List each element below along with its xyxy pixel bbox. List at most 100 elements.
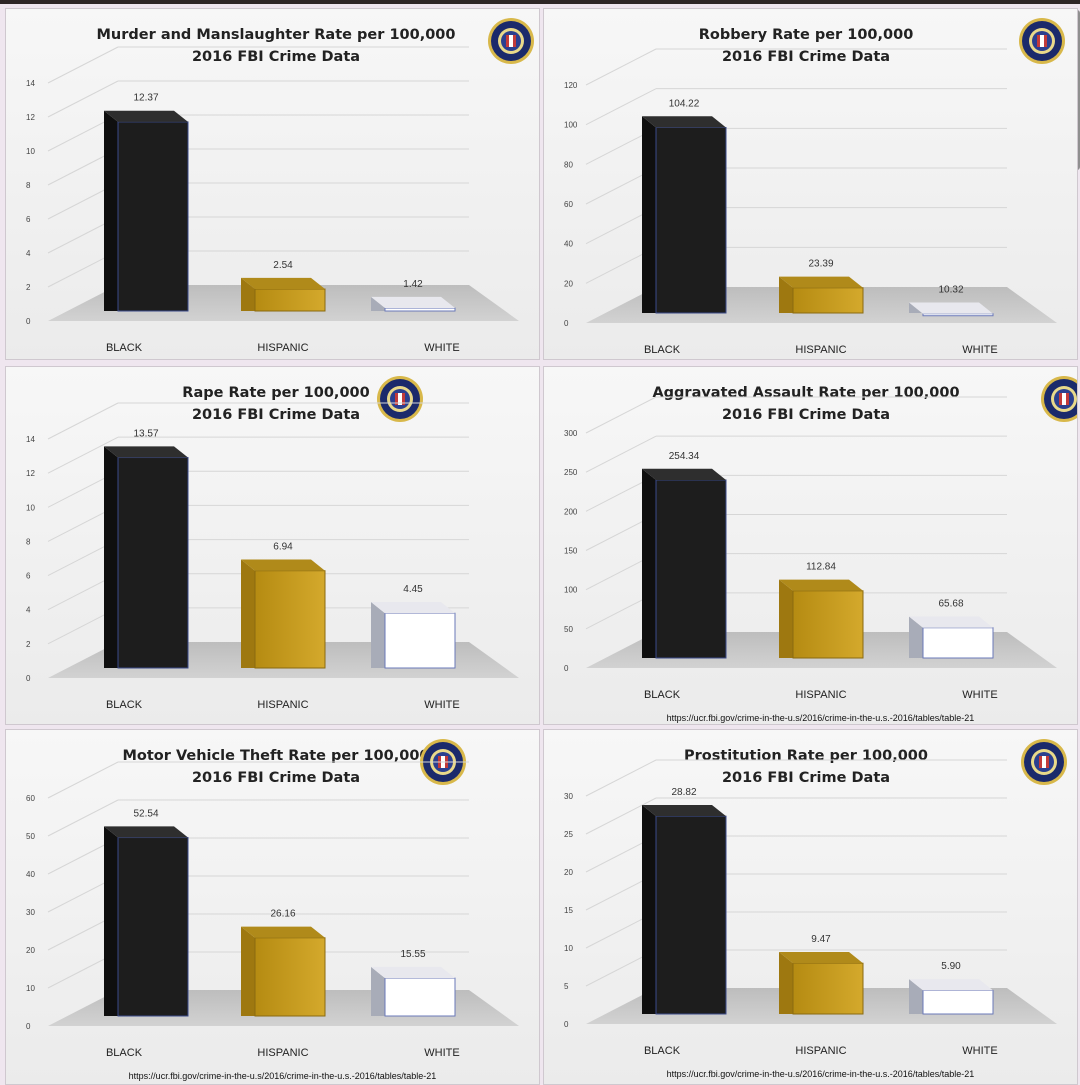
x-tick-label: BLACK bbox=[106, 1047, 143, 1059]
chart-panel: Prostitution Rate per 100,000 2016 FBI Cr… bbox=[543, 729, 1078, 1085]
x-tick-label: BLACK bbox=[106, 699, 143, 711]
x-tick-label: WHITE bbox=[424, 699, 459, 711]
x-tick-label: WHITE bbox=[962, 344, 997, 356]
data-label: 5.90 bbox=[941, 961, 961, 972]
grid-line bbox=[585, 797, 657, 835]
x-tick-label: WHITE bbox=[424, 1047, 459, 1059]
y-tick-label: 50 bbox=[26, 832, 35, 841]
data-label: 26.16 bbox=[270, 909, 295, 920]
grid-line bbox=[47, 436, 119, 474]
y-tick-label: 50 bbox=[564, 625, 573, 634]
chart-title: Murder and Manslaughter Rate per 100,000 bbox=[97, 27, 456, 43]
chart-panel: Robbery Rate per 100,000 2016 FBI Crime D… bbox=[543, 8, 1078, 360]
data-label: 23.39 bbox=[808, 259, 833, 270]
bar bbox=[909, 616, 994, 659]
chart-subtitle: 2016 FBI Crime Data bbox=[192, 770, 360, 786]
y-tick-label: 120 bbox=[564, 81, 578, 90]
y-tick-label: 30 bbox=[26, 908, 35, 917]
y-tick-label: 6 bbox=[26, 572, 31, 581]
chart-subtitle: 2016 FBI Crime Data bbox=[192, 407, 360, 423]
x-tick-label: BLACK bbox=[106, 342, 143, 354]
bar bbox=[371, 966, 456, 1017]
y-tick-label: 0 bbox=[564, 1020, 569, 1029]
chart-subtitle: 2016 FBI Crime Data bbox=[722, 407, 890, 423]
grid-line bbox=[585, 759, 657, 797]
bar bbox=[241, 926, 326, 1017]
y-tick-label: 12 bbox=[26, 113, 35, 122]
y-tick-label: 10 bbox=[26, 503, 35, 512]
y-tick-label: 4 bbox=[26, 249, 31, 258]
chart-subtitle: 2016 FBI Crime Data bbox=[192, 49, 360, 65]
fbi-seal-icon bbox=[1021, 739, 1067, 785]
y-tick-label: 40 bbox=[26, 870, 35, 879]
y-tick-label: 150 bbox=[564, 547, 578, 556]
chart-title: Rape Rate per 100,000 bbox=[182, 385, 369, 401]
grid-line bbox=[585, 435, 657, 473]
x-tick-label: BLACK bbox=[644, 689, 681, 701]
bar bbox=[241, 277, 326, 312]
y-tick-label: 40 bbox=[564, 240, 573, 249]
bar bbox=[642, 468, 727, 659]
x-tick-label: WHITE bbox=[962, 1045, 997, 1057]
chart-svg: Prostitution Rate per 100,000 2016 FBI Cr… bbox=[564, 739, 1067, 1079]
bar bbox=[909, 302, 994, 317]
y-tick-label: 10 bbox=[26, 984, 35, 993]
chart-title: Aggravated Assault Rate per 100,000 bbox=[652, 385, 959, 401]
fbi-seal-icon bbox=[488, 18, 534, 64]
bar bbox=[104, 826, 189, 1017]
source-url: https://ucr.fbi.gov/crime-in-the-u.s/201… bbox=[667, 1069, 975, 1079]
chart-title: Prostitution Rate per 100,000 bbox=[684, 748, 928, 764]
y-tick-label: 200 bbox=[564, 507, 578, 516]
bar bbox=[371, 602, 456, 669]
y-tick-label: 6 bbox=[26, 215, 31, 224]
chart-title: Motor Vehicle Theft Rate per 100,000 bbox=[122, 748, 429, 764]
data-label: 65.68 bbox=[938, 599, 963, 610]
y-tick-label: 300 bbox=[564, 429, 578, 438]
data-label: 254.34 bbox=[669, 451, 700, 462]
y-tick-label: 30 bbox=[564, 792, 573, 801]
y-tick-label: 60 bbox=[26, 794, 35, 803]
grid-line bbox=[47, 799, 119, 837]
y-tick-label: 100 bbox=[564, 586, 578, 595]
bar bbox=[104, 446, 189, 669]
chart-panel: Murder and Manslaughter Rate per 100,000… bbox=[5, 8, 540, 360]
y-tick-label: 250 bbox=[564, 468, 578, 477]
y-tick-label: 100 bbox=[564, 121, 578, 130]
bar bbox=[642, 116, 727, 314]
y-tick-label: 10 bbox=[564, 944, 573, 953]
x-tick-label: HISPANIC bbox=[257, 699, 308, 711]
chart-panel: Rape Rate per 100,000 2016 FBI Crime Data… bbox=[5, 366, 540, 725]
source-url: https://ucr.fbi.gov/crime-in-the-u.s/201… bbox=[667, 713, 975, 723]
data-label: 15.55 bbox=[400, 949, 425, 960]
bar bbox=[779, 952, 864, 1015]
top-bar bbox=[0, 0, 1080, 4]
y-tick-label: 14 bbox=[26, 79, 35, 88]
grid-line bbox=[47, 402, 119, 440]
y-tick-label: 12 bbox=[26, 469, 35, 478]
data-label: 104.22 bbox=[669, 98, 700, 109]
y-tick-label: 20 bbox=[564, 868, 573, 877]
data-label: 13.57 bbox=[133, 428, 158, 439]
chart-svg: Aggravated Assault Rate per 100,000 2016 … bbox=[564, 376, 1077, 723]
bar bbox=[779, 579, 864, 659]
bar bbox=[779, 276, 864, 314]
x-tick-label: BLACK bbox=[644, 1045, 681, 1057]
x-tick-label: WHITE bbox=[424, 342, 459, 354]
y-tick-label: 2 bbox=[26, 640, 31, 649]
bar bbox=[909, 979, 994, 1015]
grid-line bbox=[47, 80, 119, 118]
data-label: 6.94 bbox=[273, 542, 293, 553]
y-tick-label: 20 bbox=[26, 946, 35, 955]
y-tick-label: 0 bbox=[26, 1022, 31, 1031]
y-tick-label: 2 bbox=[26, 283, 31, 292]
bar bbox=[104, 110, 189, 312]
y-tick-label: 10 bbox=[26, 147, 35, 156]
y-tick-label: 0 bbox=[564, 319, 569, 328]
data-label: 10.32 bbox=[938, 285, 963, 296]
chart-subtitle: 2016 FBI Crime Data bbox=[722, 770, 890, 786]
grid-line bbox=[585, 48, 657, 86]
grid-line bbox=[47, 46, 119, 84]
chart-svg: Motor Vehicle Theft Rate per 100,000 2016… bbox=[26, 739, 519, 1081]
grid-line bbox=[585, 396, 657, 434]
y-tick-label: 5 bbox=[564, 982, 569, 991]
